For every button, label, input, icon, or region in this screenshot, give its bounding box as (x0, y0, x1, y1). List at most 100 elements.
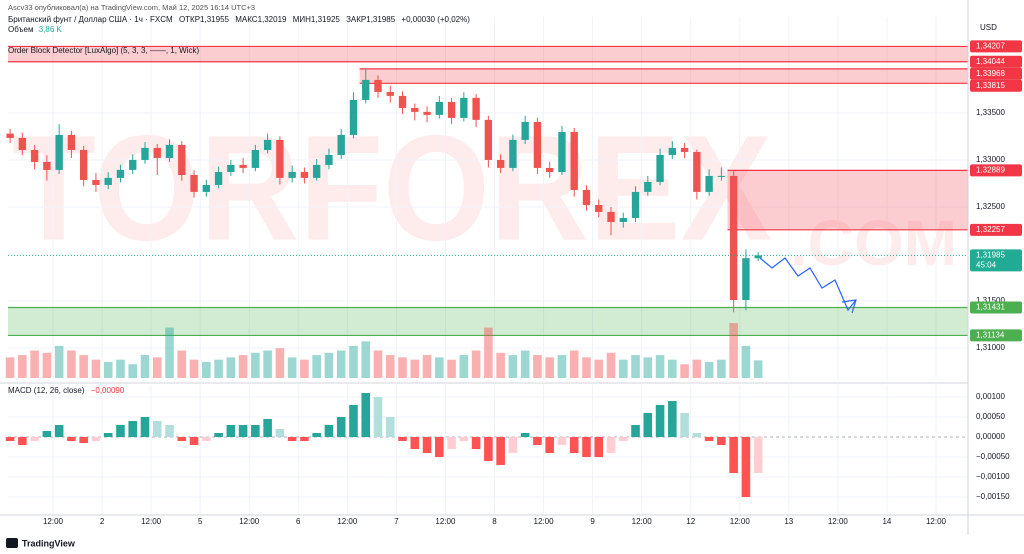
volume-bar (631, 355, 640, 378)
macd-bar (30, 437, 39, 441)
macd-bar (594, 437, 604, 457)
candle-body (742, 258, 750, 300)
candle-body (325, 154, 333, 165)
volume-bar (226, 357, 236, 378)
x-tick-label: 12:00 (141, 517, 162, 526)
candle-body (79, 149, 88, 180)
ohlc-value: 1,32019 (258, 15, 287, 24)
candle-body (546, 167, 554, 172)
volume-bar (471, 350, 481, 378)
publisher: Ascv33 опубликовал(а) на TradingView.com… (8, 3, 255, 12)
volume-bar (275, 348, 285, 378)
candle-body (18, 137, 27, 150)
volume-bar (655, 355, 665, 378)
volume-bar (103, 361, 113, 378)
candle-body (729, 175, 738, 300)
volume-bar (152, 357, 162, 378)
macd-bar (606, 437, 616, 453)
macd-tick-label: −0,00050 (976, 452, 1010, 461)
candle-body (129, 159, 137, 170)
volume-bar (287, 357, 297, 378)
candle-body (644, 181, 652, 192)
macd-bar (422, 437, 432, 453)
candle-body (202, 184, 210, 192)
macd-legend: MACD (12, 26, close) −0,00090 (8, 386, 125, 395)
volume-bar (557, 355, 567, 378)
macd-bar (373, 397, 383, 437)
macd-bar (287, 437, 297, 441)
volume-bar (385, 355, 395, 378)
footer-logo (6, 538, 18, 548)
candle-body (178, 144, 186, 175)
macd-bar (582, 437, 591, 457)
macd-bar (214, 433, 223, 437)
macd-bar (91, 437, 101, 441)
x-tick-label: 12:00 (239, 517, 260, 526)
volume-bar (116, 359, 125, 378)
candle-body (411, 107, 419, 112)
macd-bar (618, 437, 628, 441)
candle-body (6, 133, 14, 138)
x-tick-label: 5 (198, 517, 203, 526)
macd-bar (103, 433, 113, 437)
volume-bar (177, 350, 187, 378)
candle-body (141, 147, 149, 160)
volume-bar (324, 352, 334, 378)
volume-bar (263, 350, 272, 378)
candle-body (362, 79, 370, 100)
candle-body (190, 174, 198, 192)
candle-body (288, 171, 296, 178)
volume-bar (618, 359, 628, 378)
candle-body (239, 164, 247, 168)
candle-body (251, 149, 260, 168)
macd-bar (398, 437, 407, 441)
macd-bar (385, 417, 395, 437)
macd-bar (753, 437, 763, 473)
price-badge (970, 301, 1022, 314)
candle-body (300, 171, 309, 178)
price-badge (970, 55, 1022, 68)
x-tick-label: 2 (100, 517, 105, 526)
volume-legend: Объем 3,86 K (8, 25, 63, 34)
countdown: 45:04 (976, 261, 997, 270)
macd-bar (312, 433, 321, 437)
candle-body (496, 159, 505, 168)
volume-value: 3,86 K (39, 25, 63, 34)
macd-bar (729, 437, 738, 473)
volume-bar (398, 357, 407, 378)
plot-layer (5, 17, 969, 515)
volume-bar (54, 345, 64, 378)
macd-bar (349, 405, 358, 437)
macd-bar (692, 433, 702, 437)
volume-bar (606, 352, 616, 378)
y-tick-label: 1,31000 (976, 343, 1005, 352)
volume-bar (189, 359, 199, 378)
watermark-suffix: .COM (790, 207, 957, 279)
volume-bar (361, 341, 371, 378)
volume-bar (18, 355, 27, 378)
y-tick-label: 1,31500 (976, 296, 1005, 305)
macd-bar (165, 425, 174, 437)
ohlc-value: 1,31925 (311, 15, 340, 24)
volume-bar (202, 361, 211, 378)
volume-bar (668, 359, 677, 378)
currency: USD (980, 23, 997, 32)
volume-bar (508, 355, 518, 378)
order-block-zone (8, 307, 968, 336)
candle-body (509, 139, 517, 168)
order-block-zone (727, 170, 968, 230)
macd-title: MACD (12, 26, close) (8, 386, 85, 395)
footer-brand: TradingView (22, 538, 76, 548)
ohlc-name: МИН (293, 15, 311, 24)
volume-bar (692, 359, 702, 378)
volume-bar (91, 359, 101, 378)
macd-bar (251, 425, 260, 437)
last-price-badge (970, 249, 1022, 272)
volume-bar (300, 359, 309, 378)
volume-bar (435, 357, 444, 378)
candle-body (582, 189, 591, 205)
volume-bar (42, 352, 52, 378)
macd-bar (152, 421, 162, 437)
candle-body (67, 134, 76, 150)
